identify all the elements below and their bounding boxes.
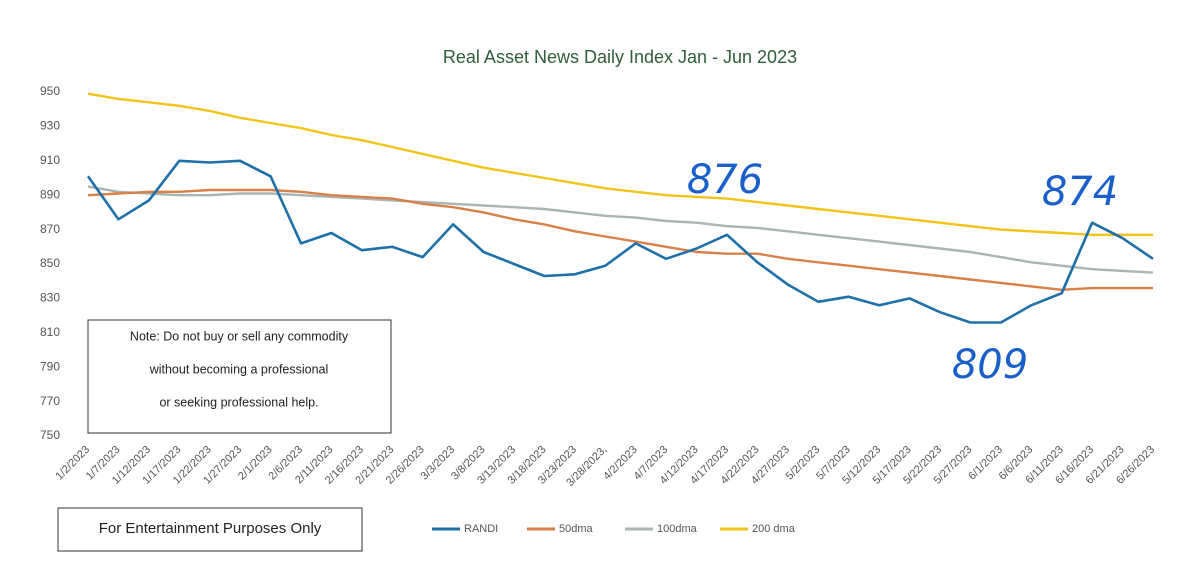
disclaimer-box: [57, 507, 363, 552]
series-line: [87, 185, 1154, 274]
chart-title: Real Asset News Daily Index Jan - Jun 20…: [443, 47, 797, 67]
series-line: [86, 159, 1154, 324]
y-tick-label: 930: [40, 119, 60, 133]
note-line: or seeking professional help.: [159, 395, 318, 409]
series-line: [87, 188, 1153, 291]
y-tick-label: 750: [40, 428, 60, 442]
disclaimer: For Entertainment Purposes Only: [99, 520, 322, 537]
note-line: without becoming a professional: [149, 362, 329, 376]
y-tick-label: 850: [40, 256, 60, 270]
legend-label: 200 dma: [752, 523, 796, 535]
y-tick-label: 890: [40, 187, 60, 201]
y-tick-label: 910: [40, 153, 60, 167]
legend-label: RANDI: [464, 523, 498, 535]
annotation: 809: [952, 342, 1028, 388]
series-line: [87, 92, 1153, 236]
y-tick-label: 870: [40, 222, 60, 236]
annotation: 874: [1042, 169, 1118, 215]
y-tick-label: 810: [40, 325, 60, 339]
note-box: [87, 319, 392, 434]
y-tick-label: 950: [40, 84, 60, 98]
y-tick-label: 770: [40, 394, 60, 408]
note-line: Note: Do not buy or sell any commodity: [130, 329, 349, 343]
y-tick-label: 830: [40, 291, 60, 305]
y-tick-label: 790: [40, 359, 60, 373]
annotation: 876: [687, 157, 763, 203]
legend-label: 100dma: [657, 523, 698, 535]
legend-label: 50dma: [559, 523, 594, 535]
